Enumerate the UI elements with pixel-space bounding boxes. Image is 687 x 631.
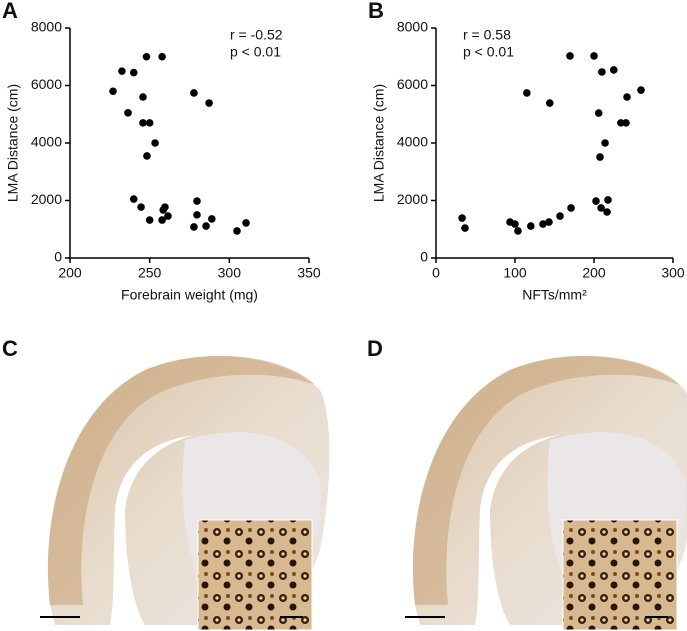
y-tick-label: 8000 — [31, 19, 62, 35]
panel-label: C — [2, 336, 18, 361]
point — [458, 214, 466, 222]
y-tick-label: 8000 — [397, 19, 428, 35]
point — [566, 52, 574, 60]
point — [158, 216, 166, 224]
point — [205, 99, 213, 107]
point — [603, 208, 611, 216]
x-tick-label: 100 — [503, 265, 527, 281]
point — [143, 152, 151, 160]
point — [124, 109, 132, 117]
point — [594, 109, 603, 117]
panel-c-image — [39, 354, 331, 631]
point — [514, 227, 522, 235]
point — [129, 68, 138, 77]
point — [233, 227, 241, 235]
panel-d-image — [404, 354, 687, 631]
point — [137, 203, 145, 211]
point — [523, 89, 531, 97]
panel-label: A — [2, 0, 18, 23]
point — [601, 139, 609, 147]
point — [597, 204, 605, 212]
y-tick-label: 4000 — [31, 134, 62, 150]
panel-label: B — [368, 0, 384, 23]
point — [151, 139, 159, 147]
point — [623, 93, 631, 101]
point — [592, 197, 600, 205]
point — [109, 87, 117, 96]
point — [556, 212, 564, 220]
point — [193, 211, 201, 219]
point — [158, 52, 166, 61]
y-tick-label: 6000 — [31, 76, 62, 92]
point — [190, 223, 198, 231]
x-tick-label: 0 — [432, 265, 440, 281]
point — [193, 197, 201, 205]
annotation: r = 0.58 — [463, 27, 511, 43]
point — [596, 153, 604, 161]
y-axis-label: LMA Distance (cm) — [371, 84, 387, 202]
annotation: p < 0.01 — [463, 44, 514, 60]
point — [118, 67, 126, 75]
x-tick-label: 300 — [661, 265, 685, 281]
annotation: p < 0.01 — [230, 44, 281, 60]
annotation: r = -0.52 — [230, 27, 283, 43]
panel-label: D — [367, 336, 383, 361]
point — [622, 119, 630, 127]
point — [539, 220, 547, 228]
point — [145, 216, 154, 224]
point — [139, 93, 147, 101]
point — [511, 220, 519, 228]
point — [164, 212, 172, 220]
point — [202, 222, 210, 230]
point — [590, 52, 598, 60]
point — [527, 222, 535, 230]
point — [604, 196, 612, 204]
y-tick-label: 0 — [54, 249, 62, 265]
point — [145, 119, 154, 127]
point — [637, 86, 645, 94]
point — [609, 66, 618, 74]
x-tick-label: 200 — [582, 265, 606, 281]
y-tick-label: 2000 — [397, 191, 428, 207]
point — [190, 89, 198, 97]
y-tick-label: 2000 — [31, 191, 62, 207]
point — [139, 119, 147, 127]
x-tick-label: 250 — [138, 265, 162, 281]
point — [161, 203, 169, 211]
point — [545, 99, 554, 107]
y-axis-label: LMA Distance (cm) — [5, 84, 21, 202]
x-tick-label: 200 — [58, 265, 82, 281]
point — [208, 215, 216, 223]
point — [545, 218, 553, 226]
point — [598, 68, 606, 76]
point — [461, 224, 469, 232]
point — [142, 52, 151, 61]
point — [129, 195, 138, 203]
y-tick-label: 6000 — [397, 76, 428, 92]
y-tick-label: 0 — [420, 249, 428, 265]
point — [242, 219, 250, 227]
x-axis-label: Forebrain weight (mg) — [121, 287, 258, 303]
x-tick-label: 350 — [297, 265, 321, 281]
point — [567, 204, 575, 212]
x-axis-label: NFTs/mm² — [522, 287, 587, 303]
y-tick-label: 4000 — [397, 134, 428, 150]
x-tick-label: 300 — [218, 265, 242, 281]
